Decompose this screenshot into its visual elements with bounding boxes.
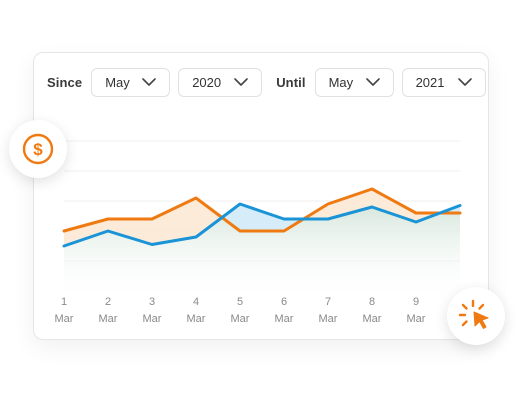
x-tick-month: Mar [187,313,206,325]
x-tick-day: 3 [149,296,155,308]
x-tick-day: 2 [105,296,111,308]
orange-series-area [64,219,108,246]
until-month-select[interactable]: May [314,67,394,97]
dollar-coin-icon: $ [22,133,54,165]
since-year-select[interactable]: 2020 [178,67,263,97]
x-tick-day: 6 [281,296,287,308]
date-range-chart-card: Since May 2020 Until May 2021 1 Mar 2 M [33,52,489,340]
until-year-select[interactable]: 2021 [401,67,486,97]
dollar-coin-badge: $ [9,120,67,178]
line-chart: 1 Mar 2 Mar 3 Mar 4 Mar 5 Mar 6 Mar 7 Mar 8 Mar 9 Mar [55,140,462,325]
x-tick-month: Mar [407,313,426,325]
click-cursor-badge[interactable] [447,287,505,345]
blue-series-area [222,204,240,231]
x-tick-day: 1 [61,296,67,308]
svg-text:$: $ [33,140,43,159]
since-month-value: May [105,74,130,90]
base-area-fill [64,207,460,305]
x-tick-day: 7 [325,296,331,308]
date-range-filters: Since May 2020 Until May 2021 [47,67,486,97]
x-tick-month: Mar [275,313,294,325]
orange-series-area [328,189,372,219]
chart-x-axis-ticks: 1 Mar 2 Mar 3 Mar 4 Mar 5 Mar 6 Mar 7 Mar 8 Mar 9 Mar [55,296,426,325]
orange-series-line [62,187,462,233]
orange-series-area [196,198,222,237]
blue-series-line [62,202,462,248]
chevron-down-icon [365,78,380,86]
x-tick-day: 4 [193,296,199,308]
orange-series-area [372,189,416,222]
x-tick-month: Mar [231,313,250,325]
until-month-value: May [328,74,354,90]
since-year-value: 2020 [192,74,222,90]
x-tick-day: 8 [369,296,375,308]
x-tick-day: 9 [413,296,419,308]
until-year-value: 2021 [415,74,445,90]
click-cursor-icon [458,299,489,329]
since-label: Since [47,74,83,90]
x-tick-month: Mar [143,313,162,325]
x-tick-month: Mar [55,313,74,325]
blue-series-area [240,204,284,231]
x-tick-month: Mar [99,313,118,325]
orange-series-area [108,219,152,245]
since-month-select[interactable]: May [91,67,171,97]
chevron-down-icon [457,78,472,86]
chart-area-fills [64,189,460,305]
chevron-down-icon [234,78,248,86]
chevron-down-icon [142,78,156,86]
until-label: Until [276,74,306,90]
x-tick-month: Mar [319,313,338,325]
chart-series-lines [62,187,462,248]
orange-series-area [152,198,196,245]
x-tick-day: 5 [237,296,243,308]
x-tick-month: Mar [363,313,382,325]
